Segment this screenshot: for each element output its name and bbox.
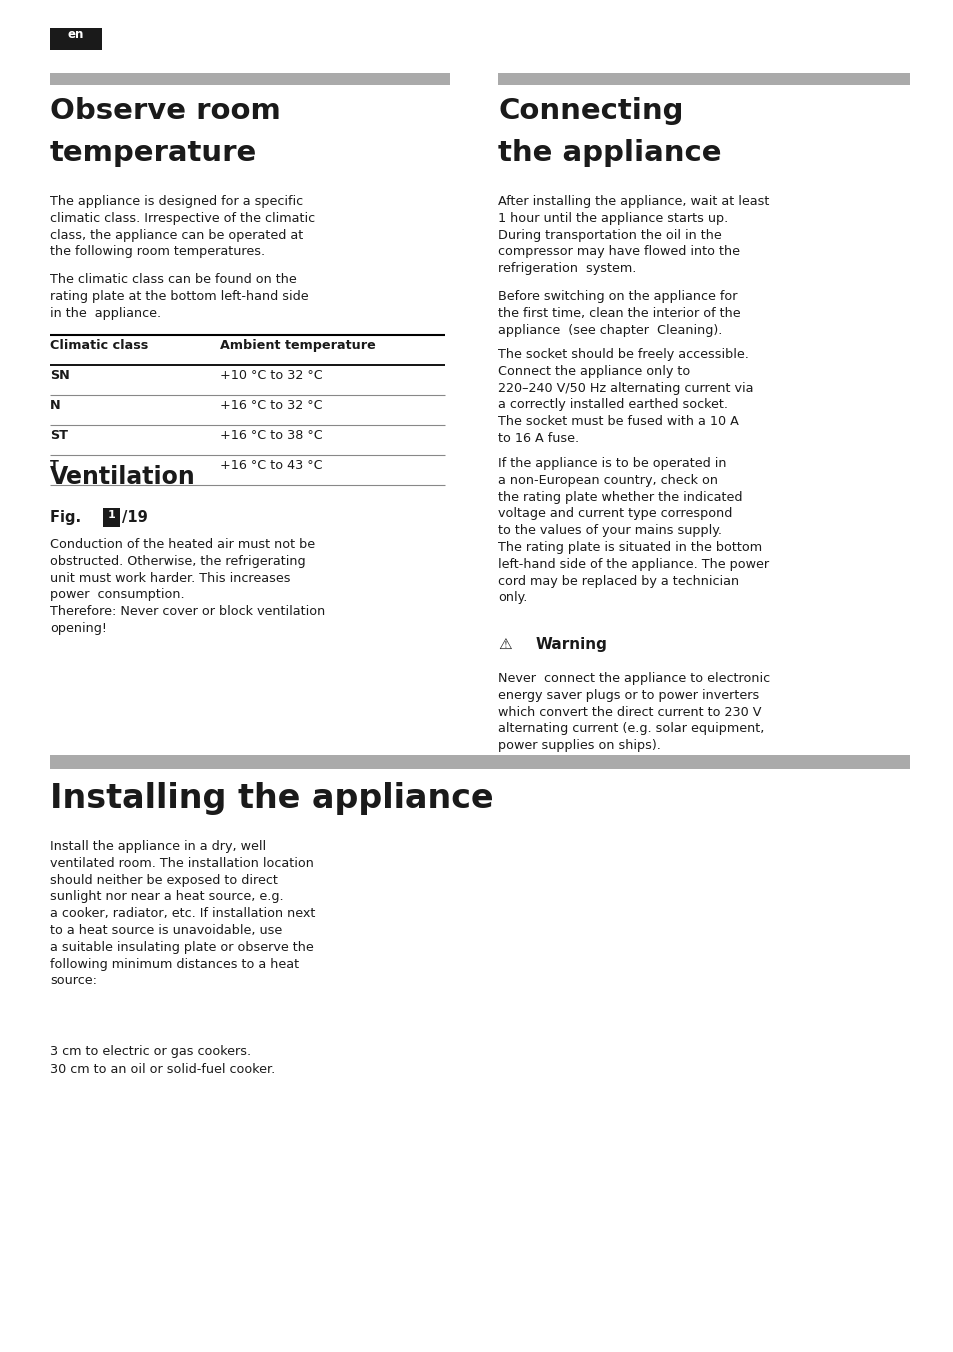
Text: N: N xyxy=(50,399,61,412)
Text: Before switching on the appliance for
the first time, clean the interior of the
: Before switching on the appliance for th… xyxy=(497,289,740,337)
Bar xyxy=(103,508,120,527)
Text: If the appliance is to be operated in
a non-European country, check on
the ratin: If the appliance is to be operated in a … xyxy=(497,457,768,604)
Text: en: en xyxy=(68,28,84,42)
Text: Climatic class: Climatic class xyxy=(50,339,148,352)
Text: +16 °C to 32 °C: +16 °C to 32 °C xyxy=(220,399,322,412)
Text: ST: ST xyxy=(50,429,68,442)
Text: 1: 1 xyxy=(108,511,115,521)
Bar xyxy=(50,754,909,769)
Text: Never  connect the appliance to electronic
energy saver plugs or to power invert: Never connect the appliance to electroni… xyxy=(497,672,769,752)
Text: After installing the appliance, wait at least
1 hour until the appliance starts : After installing the appliance, wait at … xyxy=(497,195,768,276)
Text: Install the appliance in a dry, well
ventilated room. The installation location
: Install the appliance in a dry, well ven… xyxy=(50,840,315,987)
Text: SN: SN xyxy=(50,369,70,383)
Text: Observe room: Observe room xyxy=(50,97,280,124)
Text: Installing the appliance: Installing the appliance xyxy=(50,781,493,815)
Text: +16 °C to 43 °C: +16 °C to 43 °C xyxy=(220,458,322,472)
Text: Connecting: Connecting xyxy=(497,97,682,124)
Bar xyxy=(50,28,102,50)
Text: 3 cm to electric or gas cookers.
30 cm to an oil or solid-fuel cooker.: 3 cm to electric or gas cookers. 30 cm t… xyxy=(50,1045,275,1076)
Text: temperature: temperature xyxy=(50,139,257,168)
Text: Ventilation: Ventilation xyxy=(50,465,195,489)
Text: +16 °C to 38 °C: +16 °C to 38 °C xyxy=(220,429,322,442)
Text: Ambient temperature: Ambient temperature xyxy=(220,339,375,352)
Text: ⚠: ⚠ xyxy=(497,637,511,652)
Bar xyxy=(50,73,450,85)
Text: /19: /19 xyxy=(122,510,148,525)
Bar xyxy=(497,73,909,85)
Text: The climatic class can be found on the
rating plate at the bottom left-hand side: The climatic class can be found on the r… xyxy=(50,273,309,319)
Text: Fig.: Fig. xyxy=(50,510,86,525)
Text: +10 °C to 32 °C: +10 °C to 32 °C xyxy=(220,369,322,383)
Text: Conduction of the heated air must not be
obstructed. Otherwise, the refrigeratin: Conduction of the heated air must not be… xyxy=(50,538,325,635)
Text: The appliance is designed for a specific
climatic class. Irrespective of the cli: The appliance is designed for a specific… xyxy=(50,195,314,258)
Text: The socket should be freely accessible.
Connect the appliance only to
220–240 V/: The socket should be freely accessible. … xyxy=(497,347,753,445)
Text: T: T xyxy=(50,458,59,472)
Text: Warning: Warning xyxy=(536,637,607,652)
Text: the appliance: the appliance xyxy=(497,139,720,168)
